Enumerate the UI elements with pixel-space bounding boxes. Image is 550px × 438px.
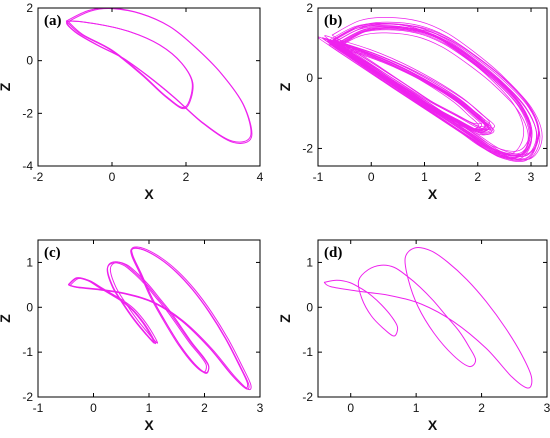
x-tick-label: 3	[544, 401, 550, 415]
plot-frame	[317, 7, 548, 167]
x-tick-label: 2	[183, 170, 190, 184]
trajectory-series-1-loop-2	[67, 246, 252, 391]
y-tick-label: -1	[22, 345, 33, 359]
x-axis-label: X	[144, 417, 154, 433]
trajectory-series-1-loop-18	[325, 21, 539, 157]
plot-frame	[317, 239, 548, 398]
trajectory-series-1-loop-6	[318, 16, 540, 160]
x-tick-label: 1	[146, 401, 153, 415]
y-axis-label: Z	[277, 314, 293, 323]
y-axis-label: Z	[0, 314, 13, 323]
x-tick-label: 2	[474, 170, 481, 184]
trajectory-series-1-loop-1	[69, 247, 250, 390]
y-tick-label: 0	[306, 300, 313, 314]
trajectory-group	[323, 247, 533, 389]
y-tick-label: -2	[302, 141, 313, 155]
trajectory-group	[65, 8, 253, 144]
trajectory-group	[67, 246, 252, 391]
x-tick-label: -1	[313, 170, 324, 184]
trajectory-series-1-loop-9	[329, 27, 533, 157]
x-axis-label: X	[144, 186, 154, 202]
trajectory-group	[318, 16, 543, 162]
x-axis-label: X	[428, 417, 438, 433]
trajectory-series-1-loop-10	[333, 27, 533, 156]
y-axis-label: Z	[277, 82, 293, 91]
y-tick-label: -2	[22, 390, 33, 404]
x-tick-label: 0	[368, 170, 375, 184]
y-tick-label: 2	[306, 1, 313, 15]
y-axis-label: Z	[0, 82, 13, 91]
y-tick-label: 0	[306, 71, 313, 85]
plot-frame	[37, 7, 261, 167]
x-tick-label: 0	[347, 401, 354, 415]
y-tick-label: 0	[26, 300, 33, 314]
y-tick-label: 2	[26, 1, 33, 15]
y-tick-label: 1	[26, 255, 33, 269]
panel-label: (d)	[324, 245, 342, 261]
y-tick-label: -1	[302, 345, 313, 359]
y-tick-label: 1	[306, 255, 313, 269]
x-tick-label: 1	[413, 401, 420, 415]
trajectory-series-1-loop-7	[321, 22, 538, 161]
x-axis-label: X	[428, 186, 438, 202]
y-tick-label: -2	[22, 106, 33, 120]
trajectory-series-1-loop-17	[329, 32, 529, 159]
trajectory-series-1-loop-1	[323, 247, 533, 389]
trajectory-series-1-loop-3	[328, 26, 538, 162]
x-tick-label: 1	[421, 170, 428, 184]
x-tick-label: -2	[33, 170, 44, 184]
panel-label: (b)	[324, 13, 342, 29]
x-tick-label: 2	[478, 401, 485, 415]
x-tick-label: 2	[201, 401, 208, 415]
y-tick-label: -4	[22, 159, 33, 173]
panel-2: -1 0 1 2 3 -2 0 2 X Z (b)	[277, 1, 548, 202]
plot-frame	[37, 239, 261, 398]
x-tick-label: -1	[33, 401, 44, 415]
x-tick-label: 0	[90, 401, 97, 415]
x-tick-label: 3	[528, 170, 535, 184]
x-tick-label: 4	[257, 170, 264, 184]
panel-label: (a)	[44, 13, 62, 29]
y-tick-label: 0	[26, 54, 33, 68]
x-tick-label: 3	[257, 401, 264, 415]
panel-label: (c)	[44, 245, 61, 261]
trajectory-series-1-loop-2	[65, 8, 253, 144]
x-tick-label: 0	[109, 170, 116, 184]
trajectory-series-1-loop-13	[323, 23, 525, 155]
trajectory-series-1-loop-3	[68, 247, 249, 389]
trajectory-series-1-loop-4	[326, 25, 531, 152]
y-tick-label: -2	[302, 390, 313, 404]
trajectory-series-1-loop-1	[324, 22, 530, 158]
trajectory-series-1-loop-1	[66, 8, 252, 143]
